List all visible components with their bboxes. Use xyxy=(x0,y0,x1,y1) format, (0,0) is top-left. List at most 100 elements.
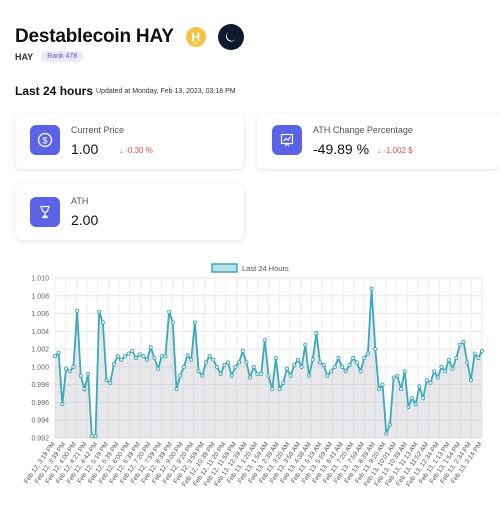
svg-text:$: $ xyxy=(42,135,47,145)
price-point xyxy=(340,364,345,369)
price-point xyxy=(421,395,426,401)
y-tick-label: 1.002 xyxy=(31,347,49,354)
price-point xyxy=(365,351,370,356)
price-point xyxy=(192,320,197,325)
coin-symbol: HAY xyxy=(15,51,34,62)
price-point xyxy=(292,363,297,368)
price-point xyxy=(454,355,459,361)
ath-change-delta: ↓ -1.002 $ xyxy=(377,146,413,155)
price-point xyxy=(137,352,142,357)
price-point xyxy=(380,382,385,387)
price-point xyxy=(185,353,190,358)
price-area xyxy=(55,288,482,438)
price-point xyxy=(75,308,80,313)
moon-icon xyxy=(225,32,236,42)
price-point xyxy=(89,434,94,439)
price-point xyxy=(218,371,223,377)
legend-swatch xyxy=(211,263,238,273)
y-tick-label: 0.998 xyxy=(31,382,49,389)
price-point xyxy=(443,369,448,374)
price-point xyxy=(52,354,58,359)
price-point xyxy=(174,387,179,392)
price-point xyxy=(329,369,334,374)
price-point xyxy=(358,369,363,374)
price-point xyxy=(133,355,139,361)
chart-icon xyxy=(272,125,302,155)
price-point xyxy=(461,339,466,345)
price-point xyxy=(424,378,429,383)
price-point xyxy=(222,363,227,368)
price-point xyxy=(156,366,161,371)
price-point xyxy=(284,366,289,371)
price-point xyxy=(413,402,418,407)
price-point xyxy=(163,354,168,359)
current-price-change-value: -0.30 % xyxy=(125,146,153,155)
price-point xyxy=(255,371,260,377)
price-point xyxy=(450,366,455,371)
ath-change-value: -49.89 % xyxy=(313,141,370,157)
price-point xyxy=(435,375,440,380)
price-point xyxy=(384,431,389,436)
price-point xyxy=(251,364,256,369)
price-point xyxy=(167,309,172,314)
price-point xyxy=(262,338,267,343)
ath-card: ATH 2.00 xyxy=(15,184,244,240)
arrow-down-icon: ↓ xyxy=(377,146,381,155)
y-tick-label: 0.994 xyxy=(31,418,49,425)
price-point xyxy=(104,378,109,383)
y-tick-label: 1.008 xyxy=(31,293,49,300)
price-point xyxy=(152,355,157,361)
ath-change-delta-value: -1.002 $ xyxy=(383,146,413,155)
ath-change-card: ATH Change Percentage -49.89 % ↓ -1.002 … xyxy=(257,113,500,169)
price-point xyxy=(211,357,216,362)
price-point xyxy=(391,375,396,380)
y-tick-label: 0.996 xyxy=(31,400,49,407)
y-tick-label: 1.006 xyxy=(31,311,49,318)
price-point xyxy=(376,387,381,392)
price-point xyxy=(446,357,451,362)
price-point xyxy=(406,404,411,409)
price-point xyxy=(244,360,249,365)
price-point xyxy=(457,342,462,347)
price-history-chart: 1.010 1.008 1.006 1.004 1.002 1.000 0.998 0.996… xyxy=(23,263,485,488)
price-point xyxy=(351,355,356,361)
price-point xyxy=(288,373,293,378)
price-point xyxy=(317,360,323,365)
price-point xyxy=(299,364,304,369)
price-point xyxy=(398,387,404,392)
price-point xyxy=(56,350,61,355)
price-point xyxy=(303,342,308,347)
dark-mode-toggle[interactable] xyxy=(217,24,244,50)
price-point xyxy=(78,373,83,378)
price-point xyxy=(126,351,131,356)
dollar-icon: $ xyxy=(30,125,60,155)
price-point xyxy=(465,360,470,365)
price-point xyxy=(295,357,300,362)
current-price-value: 1.00 xyxy=(71,141,99,157)
price-point xyxy=(122,354,127,359)
price-point xyxy=(417,384,422,389)
price-point xyxy=(225,360,231,365)
price-point xyxy=(178,373,183,378)
price-point xyxy=(207,354,212,359)
current-price-change: ↓ -0.30 % xyxy=(119,146,153,155)
y-tick-label: 1.010 xyxy=(31,276,49,283)
legend-label: Last 24 Hours xyxy=(242,264,289,273)
price-point xyxy=(233,364,238,369)
price-point xyxy=(476,355,481,361)
ath-label: ATH xyxy=(71,196,89,206)
price-point xyxy=(270,387,275,392)
header: Destablecoin HAY Ḫ xyxy=(15,24,244,50)
y-tick-label: 0.992 xyxy=(31,436,49,443)
price-point xyxy=(395,373,400,378)
price-point xyxy=(277,387,282,392)
price-point xyxy=(432,369,437,374)
ath-change-label: ATH Change Percentage xyxy=(313,125,413,135)
price-point xyxy=(362,355,367,361)
price-point xyxy=(93,434,98,439)
price-point xyxy=(141,354,146,359)
price-point xyxy=(86,371,91,377)
price-point xyxy=(410,395,415,401)
ath-value: 2.00 xyxy=(71,212,99,228)
price-point xyxy=(439,364,444,369)
